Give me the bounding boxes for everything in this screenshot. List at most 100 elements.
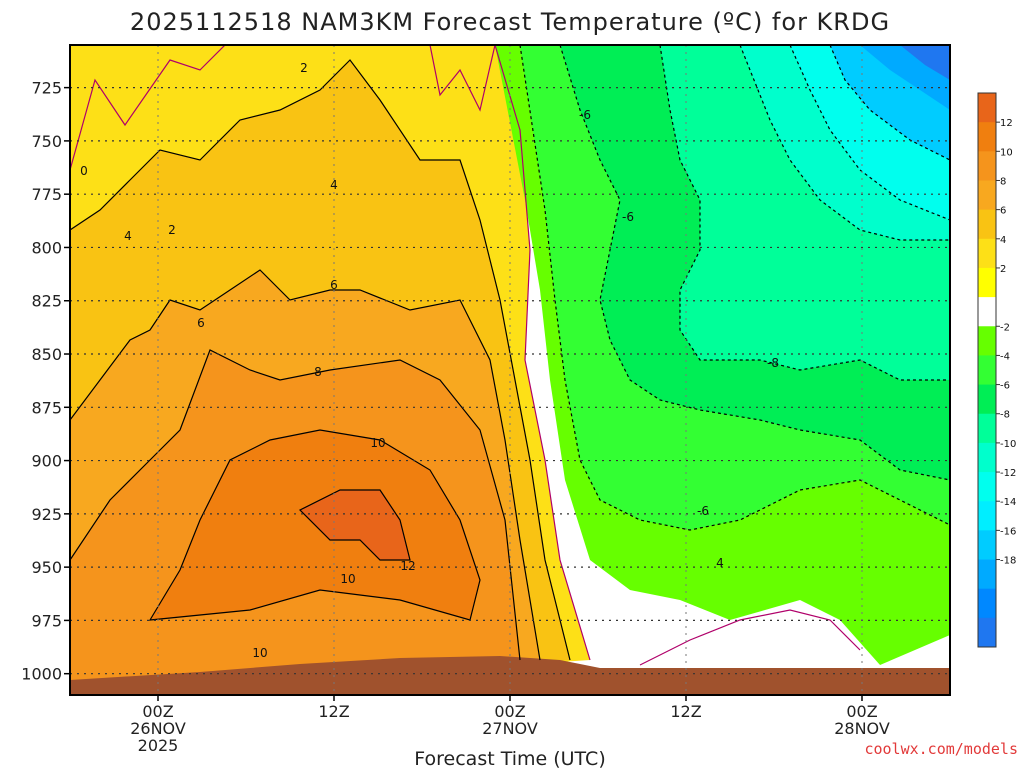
y-tick-label: 1000 [21,665,62,684]
colorbar-swatch [978,93,996,123]
contour-minus8 [659,45,950,381]
contour-4 [70,59,571,661]
contour-label: 12 [400,559,415,573]
contour-6 [70,269,541,661]
contour-0-top [429,45,496,112]
colorbar-swatch [978,267,996,298]
colorbar-swatch [978,326,996,356]
x-tick-label: 28NOV [834,719,890,738]
x-tick-label: 26NOV [130,719,186,738]
colorbar-swatch [978,238,996,269]
colorbar-swatch [978,384,996,415]
contour-label: 10 [370,436,385,450]
band-below-minus18 [900,45,950,80]
contour-8 [70,349,521,661]
colorbar: 12 10 8 6 4 2 -2 -4 -6 -8 -10 -12 -14 -16 -18 [977,92,1016,648]
contour-0-bottom [639,609,861,666]
colorbar-label: -16 [1000,526,1016,537]
colorbar-swatch [978,355,996,386]
y-tick-label: 900 [31,452,62,471]
chart-title: 2025112518 NAM3KM Forecast Temperature (… [130,8,890,36]
contour-label: 10 [252,646,267,660]
colorbar-label: -18 [1000,556,1016,567]
colorbar-swatch [978,297,996,327]
y-axis: 725 750 775 800 825 850 875 900 925 950 975 1000 [21,79,70,684]
colorbar-label: 12 [1000,118,1013,129]
y-tick-label: 825 [31,292,62,311]
colorbar-label: -8 [1000,410,1010,421]
contour-label: 4 [716,556,724,570]
y-tick-label: 950 [31,558,62,577]
contour-label: 8 [314,365,322,379]
colorbar-swatch [978,530,996,561]
colorbar-label: -12 [1000,468,1016,479]
y-tick-label: 775 [31,185,62,204]
contour-label: 6 [330,278,338,292]
colorbar-label: -10 [1000,439,1016,450]
contour-label: 2 [168,223,176,237]
colorbar-swatch [978,617,996,648]
colorbar-label: 2 [1000,264,1006,275]
band-near-freezing-lower [640,610,880,665]
band-12-plus [300,490,410,560]
contour-12 [298,489,411,561]
contour-label: 4 [124,229,132,243]
colorbar-swatch [978,472,996,502]
y-tick-label: 875 [31,398,62,417]
colorbar-label: -14 [1000,497,1016,508]
x-tick-label: 12Z [670,702,701,721]
y-tick-label: 800 [31,238,62,257]
y-tick-label: 725 [31,79,62,98]
colorbar-swatch [978,559,996,590]
colorbar-label: -4 [1000,351,1010,362]
colorbar-swatch [978,209,996,240]
contour-10 [148,429,481,621]
colorbar-label: -2 [1000,322,1010,333]
colorbar-swatch [978,588,996,619]
contour-label: -6 [622,210,634,224]
contour-label: 6 [197,316,205,330]
colorbar-label: -6 [1000,381,1010,392]
y-tick-label: 975 [31,611,62,630]
credit-text: coolwx.com/models [864,740,1018,758]
contour-label: 2 [300,61,308,75]
contour-0-left [70,45,226,171]
x-tick-label: 00Z [846,702,877,721]
temperature-field [70,45,950,695]
contour-lines [70,45,950,666]
x-tick-label: 00Z [494,702,525,721]
contour-label: 4 [330,178,338,192]
y-tick-label: 850 [31,345,62,364]
x-axis-label: Forecast Time (UTC) [414,748,605,768]
colorbar-swatch [978,180,996,211]
contour-label: -6 [579,108,591,122]
colorbar-swatch [978,442,996,473]
contour-label: -6 [697,504,709,518]
x-tick-label: 2025 [138,736,179,755]
x-tick-label: 00Z [142,702,173,721]
contour-0-mid [494,45,591,661]
colorbar-swatch [978,122,996,152]
x-tick-label: 27NOV [482,719,538,738]
contour-label: 10 [340,572,355,586]
colorbar-swatch [978,151,996,181]
contour-minus6 [559,45,950,481]
colorbar-label: 10 [1000,147,1013,158]
colorbar-label: 4 [1000,235,1006,246]
colorbar-label: 8 [1000,176,1006,187]
y-tick-label: 750 [31,132,62,151]
contour-minus4 [519,45,950,531]
colorbar-label: 6 [1000,206,1006,217]
contour-minus14 [829,45,950,161]
contour-label: 0 [80,164,88,178]
contour-labels: 0 2 2 4 4 6 6 8 10 10 10 12 -6 -6 -6 -8 … [80,61,779,660]
y-tick-label: 925 [31,505,62,524]
contour-label: -8 [767,356,779,370]
colorbar-swatch [978,413,996,444]
colorbar-frame [977,92,997,648]
colorbar-swatch [978,501,996,531]
x-tick-label: 12Z [318,702,349,721]
contour-minus10 [739,45,950,241]
